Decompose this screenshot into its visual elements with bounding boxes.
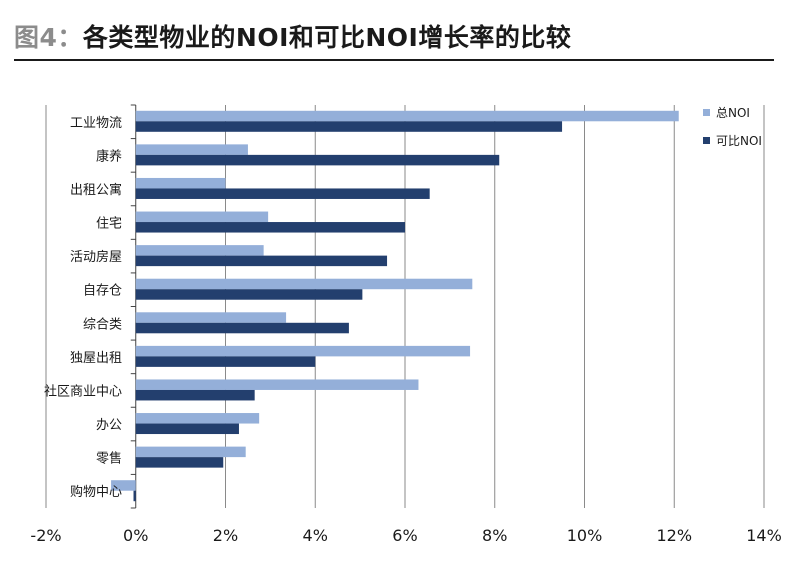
bar-comparable-noi <box>135 255 388 267</box>
bar-total-noi <box>135 278 473 290</box>
bar-comparable-noi <box>135 289 363 300</box>
bar-total-noi <box>135 177 226 189</box>
x-tick-label: -2% <box>30 526 61 545</box>
figure-label: 图4： <box>14 23 83 52</box>
chart-title: 图4：各类型物业的NOI和可比NOI增长率的比较 <box>14 18 571 54</box>
bar-comparable-noi <box>135 154 500 166</box>
category-label: 工业物流 <box>70 116 122 131</box>
x-tick-label: 8% <box>482 526 507 545</box>
bar-total-noi <box>135 144 248 155</box>
bar-total-noi <box>135 312 287 323</box>
category-label: 独屋出租 <box>70 351 122 366</box>
x-tick-label: 4% <box>303 526 328 545</box>
category-label: 住宅 <box>96 217 122 232</box>
category-label: 康养 <box>96 148 122 164</box>
bar-total-noi <box>135 245 264 256</box>
bar-total-noi <box>135 413 260 424</box>
category-label: 综合类 <box>83 317 122 332</box>
bar-comparable-noi <box>135 322 349 334</box>
title-text: 各类型物业的NOI和可比NOI增长率的比较 <box>82 23 572 52</box>
bar-comparable-noi <box>133 490 136 502</box>
bar-total-noi <box>135 211 269 223</box>
x-tick-label: 0% <box>123 526 148 545</box>
category-label: 自存仓 <box>83 284 122 299</box>
legend-swatch <box>703 109 710 116</box>
bar-comparable-noi <box>135 121 563 132</box>
category-label: 社区商业中心 <box>44 383 122 399</box>
bar-total-noi <box>111 480 136 491</box>
category-label: 零售 <box>96 451 122 467</box>
category-label: 办公 <box>96 418 122 433</box>
category-label: 活动房屋 <box>70 249 122 265</box>
bar-comparable-noi <box>135 423 239 435</box>
x-tick-label: 2% <box>213 526 238 545</box>
bar-total-noi <box>135 345 471 357</box>
bar-comparable-noi <box>135 222 405 233</box>
bar-total-noi <box>135 110 679 122</box>
bar-comparable-noi <box>135 356 316 367</box>
bar-total-noi <box>135 379 419 390</box>
x-tick-label: 12% <box>656 526 692 545</box>
category-label: 购物中心 <box>70 484 122 500</box>
x-tick-label: 6% <box>392 526 417 545</box>
x-tick-label: 14% <box>746 526 782 545</box>
bar-comparable-noi <box>135 188 430 199</box>
bar-comparable-noi <box>135 457 224 468</box>
legend-label: 可比NOI <box>716 134 762 148</box>
x-tick-label: 10% <box>567 526 603 545</box>
title-rule <box>14 59 774 61</box>
legend-label: 总NOI <box>716 106 750 120</box>
bar-total-noi <box>135 446 246 458</box>
bar-comparable-noi <box>135 389 255 401</box>
category-label: 出租公寓 <box>70 182 122 198</box>
legend-swatch <box>703 137 710 144</box>
